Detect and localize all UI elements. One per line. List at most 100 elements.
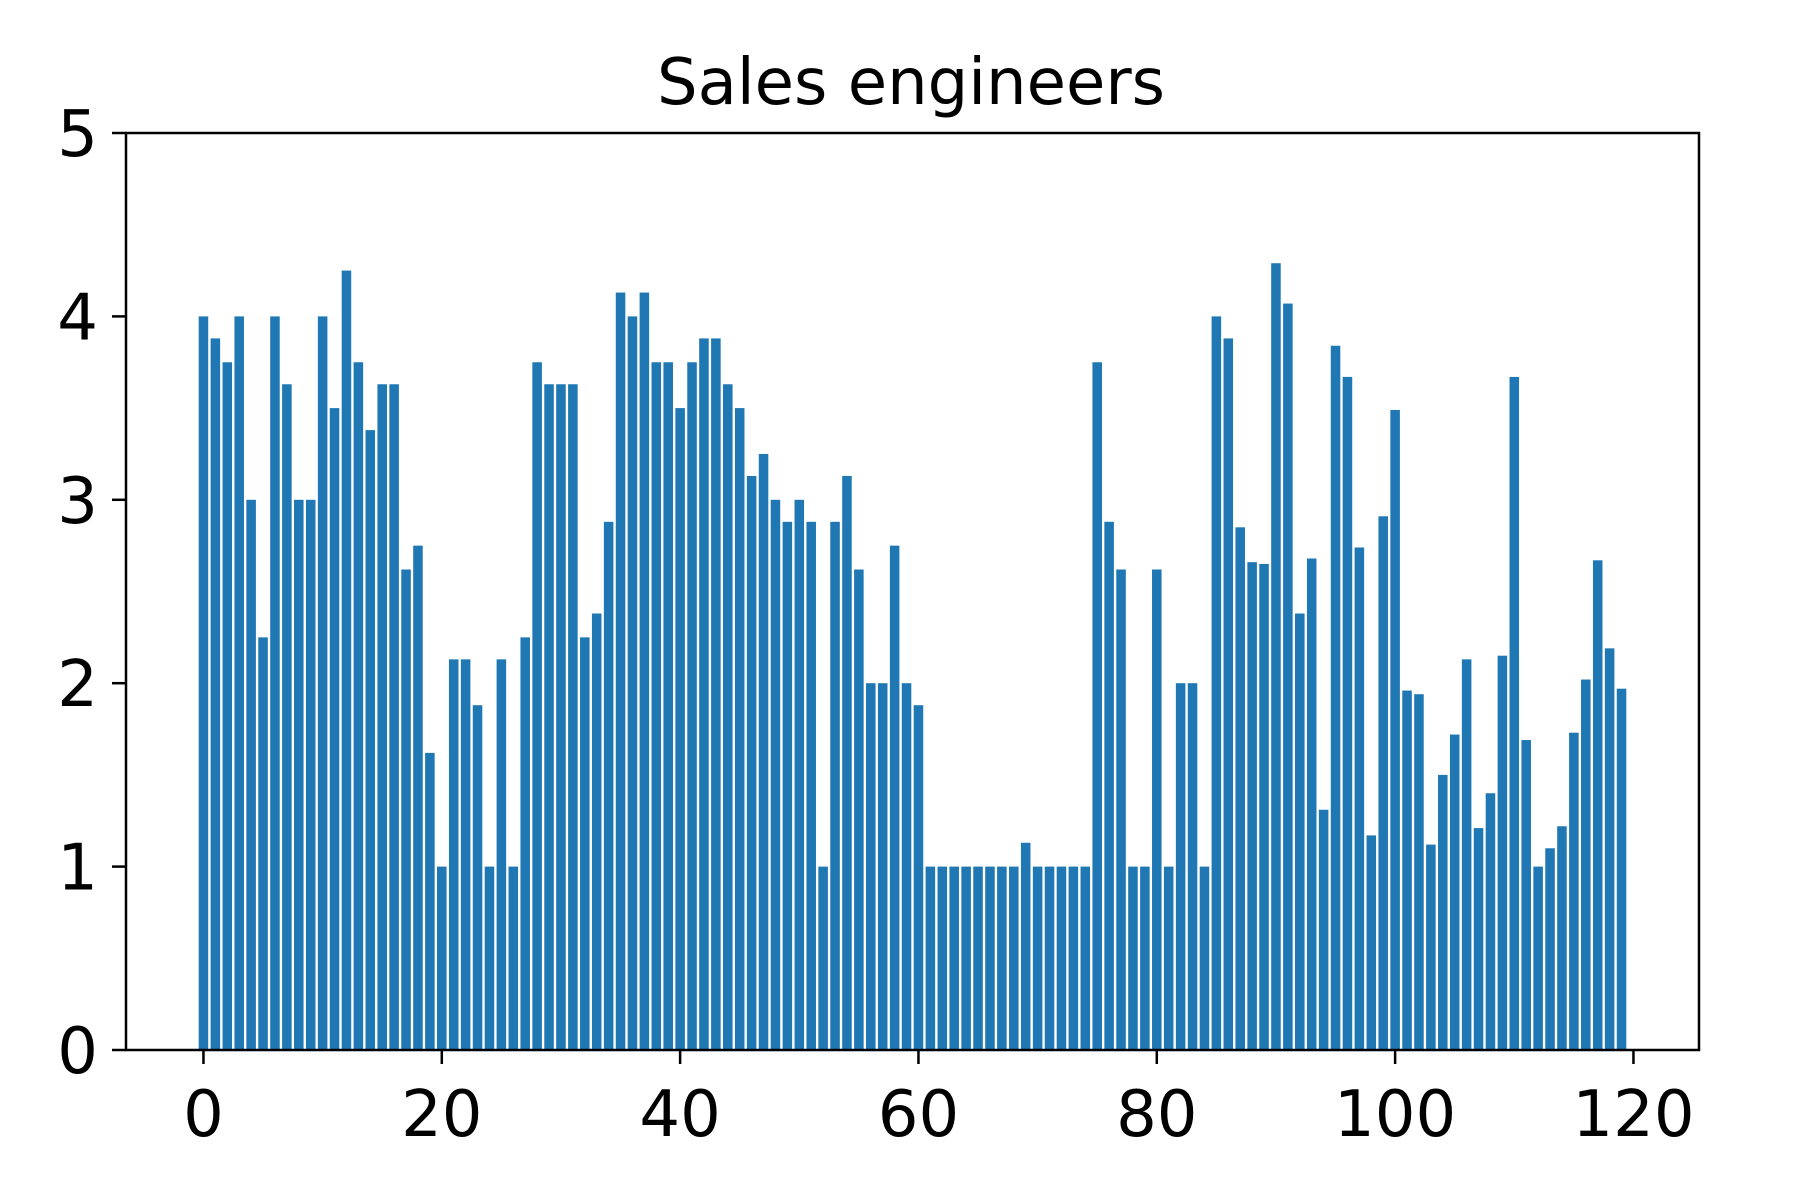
bar-53 (830, 521, 840, 1050)
bar-29 (544, 384, 554, 1050)
bar-15 (377, 384, 387, 1050)
bar-102 (1414, 694, 1424, 1050)
bar-99 (1378, 516, 1388, 1050)
bar-62 (937, 866, 948, 1050)
bar-48 (770, 499, 781, 1050)
bar-110 (1509, 376, 1520, 1050)
bar-73 (1068, 866, 1079, 1050)
bar-83 (1187, 683, 1198, 1050)
bar-13 (353, 362, 364, 1050)
bar-74 (1080, 866, 1091, 1050)
bar-21 (448, 659, 459, 1050)
bar-25 (496, 659, 507, 1050)
bar-4 (246, 499, 256, 1050)
bar-26 (508, 866, 519, 1050)
bar-49 (782, 521, 793, 1050)
bar-65 (973, 866, 983, 1050)
bar-55 (854, 569, 864, 1050)
bar-107 (1473, 828, 1484, 1050)
bar-106 (1461, 659, 1472, 1050)
bar-17 (401, 569, 411, 1050)
bar-58 (889, 545, 900, 1050)
bar-52 (818, 866, 828, 1050)
bar-96 (1342, 376, 1353, 1050)
plot-frame (124, 131, 1701, 1052)
bar-39 (663, 362, 673, 1050)
bar-61 (925, 866, 936, 1050)
x-tick-label-20: 20 (401, 1078, 482, 1152)
bar-46 (746, 475, 757, 1050)
bar-30 (556, 384, 566, 1050)
bar-14 (365, 430, 376, 1050)
bar-3 (234, 316, 244, 1050)
y-tick-label-0: 0 (57, 1015, 98, 1089)
bar-75 (1092, 362, 1102, 1050)
y-tick-label-3: 3 (57, 465, 98, 539)
x-axis: 0 20 40 60 80 100 120 (183, 1050, 1695, 1152)
bars-group (198, 263, 1627, 1051)
bar-118 (1604, 648, 1615, 1050)
bar-51 (806, 521, 816, 1050)
bar-77 (1116, 569, 1126, 1050)
x-tick-label-60: 60 (878, 1078, 959, 1152)
bar-7 (282, 384, 292, 1050)
bar-34 (603, 521, 614, 1050)
bar-85 (1211, 316, 1222, 1050)
bar-19 (425, 752, 435, 1050)
bar-76 (1104, 521, 1114, 1050)
bar-59 (901, 683, 912, 1050)
y-tick-label-2: 2 (57, 648, 98, 722)
bar-37 (639, 292, 650, 1051)
bar-12 (341, 270, 352, 1050)
bar-84 (1199, 866, 1210, 1050)
bar-6 (270, 316, 280, 1050)
bar-103 (1426, 844, 1436, 1050)
bar-116 (1581, 679, 1591, 1050)
bar-8 (294, 499, 304, 1050)
bar-11 (329, 408, 340, 1051)
bar-71 (1044, 866, 1055, 1050)
bar-33 (591, 613, 602, 1050)
bar-18 (413, 545, 423, 1050)
y-tick-label-5: 5 (57, 98, 98, 172)
bar-113 (1545, 848, 1555, 1050)
bar-95 (1330, 345, 1341, 1050)
bar-105 (1449, 734, 1460, 1050)
bar-43 (711, 338, 721, 1051)
bar-92 (1295, 613, 1305, 1050)
bar-56 (866, 683, 876, 1050)
bar-54 (842, 475, 852, 1050)
bar-20 (437, 866, 447, 1050)
bar-67 (997, 866, 1007, 1050)
bar-100 (1390, 409, 1400, 1051)
bar-36 (627, 316, 638, 1050)
bar-98 (1366, 835, 1377, 1050)
bar-2 (222, 362, 233, 1050)
bar-111 (1521, 740, 1531, 1050)
chart-title: Sales engineers (657, 46, 1165, 120)
bar-117 (1592, 560, 1603, 1050)
bar-24 (484, 866, 495, 1050)
bar-45 (734, 408, 745, 1051)
bar-5 (258, 637, 268, 1050)
bar-104 (1438, 774, 1448, 1050)
bar-72 (1056, 866, 1067, 1050)
bar-22 (460, 659, 471, 1050)
bar-82 (1175, 683, 1186, 1050)
x-tick-label-80: 80 (1116, 1078, 1197, 1152)
bar-27 (520, 637, 530, 1050)
bar-9 (305, 499, 316, 1050)
bar-50 (794, 499, 805, 1050)
bar-35 (615, 292, 626, 1051)
bar-10 (317, 316, 328, 1050)
y-axis: 0 1 2 3 4 5 (57, 98, 126, 1089)
bar-42 (699, 338, 709, 1051)
bar-68 (1009, 866, 1019, 1050)
bar-1 (210, 338, 221, 1051)
bar-109 (1497, 655, 1508, 1050)
bar-47 (758, 453, 769, 1050)
x-tick-label-100: 100 (1334, 1078, 1456, 1152)
bar-93 (1306, 558, 1317, 1050)
bar-90 (1271, 263, 1281, 1050)
